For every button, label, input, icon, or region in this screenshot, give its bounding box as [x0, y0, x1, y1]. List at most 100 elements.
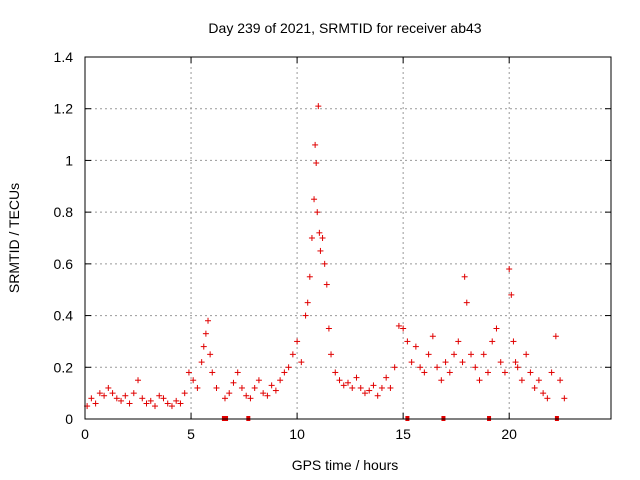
x-tick-label: 15: [395, 426, 411, 442]
data-point: [238, 384, 245, 391]
data-point: [510, 338, 517, 345]
data-point: [336, 377, 343, 384]
data-point: [194, 384, 201, 391]
data-point: [96, 390, 103, 397]
y-tick-label: 1.2: [54, 101, 74, 117]
data-point: [378, 384, 385, 391]
data-point: [383, 374, 390, 381]
data-point: [421, 369, 428, 376]
data-point: [207, 351, 214, 358]
data-point: [312, 141, 319, 148]
chart-title: Day 239 of 2021, SRMTID for receiver ab4…: [208, 20, 481, 36]
data-point: [446, 369, 453, 376]
data-point: [88, 395, 95, 402]
data-point: [480, 351, 487, 358]
x-axis-label: GPS time / hours: [292, 457, 399, 473]
x-tick-label: 10: [289, 426, 305, 442]
data-point: [135, 377, 142, 384]
data-point: [185, 369, 192, 376]
data-point: [181, 390, 188, 397]
data-point: [508, 291, 515, 298]
data-point: [459, 359, 466, 366]
data-point: [308, 235, 315, 241]
data-point: [323, 281, 330, 288]
data-point: [302, 312, 309, 319]
data-point: [221, 395, 228, 402]
data-point: [497, 359, 504, 366]
data-point: [319, 235, 326, 241]
data-point: [544, 395, 551, 402]
x-tick-label: 5: [187, 426, 195, 442]
data-point: [316, 229, 323, 236]
data-point: [408, 359, 415, 366]
data-point: [247, 395, 254, 402]
data-point: [92, 400, 99, 407]
data-point: [493, 325, 500, 332]
data-point: [105, 384, 112, 391]
data-point: [289, 351, 296, 358]
data-point: [143, 400, 150, 407]
data-point: [209, 369, 216, 376]
data-point: [311, 196, 318, 203]
data-point: [314, 209, 321, 216]
data-point: [531, 384, 538, 391]
data-point: [353, 374, 360, 381]
data-point: [130, 390, 137, 397]
data-point: [317, 247, 324, 254]
data-point: [198, 359, 205, 366]
data-point: [156, 392, 163, 399]
data-point: [349, 384, 356, 391]
data-point: [213, 384, 220, 391]
data-point: [234, 369, 241, 376]
data-point: [442, 359, 449, 366]
data-point: [395, 322, 402, 329]
data-point: [306, 273, 313, 280]
data-point: [370, 382, 377, 389]
data-point: [200, 343, 207, 350]
data-point: [151, 403, 158, 410]
data-point: [243, 392, 250, 399]
grid-lines: [85, 57, 611, 419]
data-point: [540, 390, 547, 397]
data-point: [164, 400, 171, 407]
data-point: [202, 330, 209, 337]
data-point: [425, 351, 432, 358]
y-tick-label: 0: [65, 411, 73, 427]
y-tick-label: 0.2: [54, 359, 74, 375]
data-point: [260, 390, 267, 397]
data-point: [230, 379, 237, 386]
data-point: [455, 338, 462, 345]
data-point: [109, 390, 116, 397]
data-point: [325, 325, 332, 332]
data-point: [518, 377, 525, 384]
data-point: [357, 384, 364, 391]
data-point: [190, 377, 197, 384]
data-point: [304, 299, 311, 306]
data-point: [315, 103, 322, 110]
data-point: [345, 379, 351, 386]
data-point: [461, 273, 468, 280]
data-point: [391, 364, 398, 371]
data-point: [298, 359, 305, 366]
data-point: [417, 364, 424, 371]
y-tick-label: 0.6: [54, 256, 74, 272]
data-point: [160, 395, 167, 402]
data-point: [321, 260, 328, 267]
data-point: [361, 390, 368, 397]
data-point: [328, 351, 335, 358]
data-point: [552, 333, 559, 340]
data-point: [126, 400, 133, 407]
data-point: [113, 395, 120, 402]
data-point: [400, 325, 407, 332]
axis-ticks: 0 0.2 0.4 0.6 0.8 1 1.2 1.4 0 5 10 15 20: [54, 49, 611, 442]
data-point: [366, 387, 373, 394]
data-point: [340, 382, 347, 389]
data-points: [84, 103, 568, 410]
data-point: [264, 392, 271, 399]
data-point: [281, 369, 288, 376]
data-point: [412, 343, 419, 350]
data-point: [476, 377, 483, 384]
data-point: [514, 364, 521, 371]
data-point: [251, 384, 258, 391]
